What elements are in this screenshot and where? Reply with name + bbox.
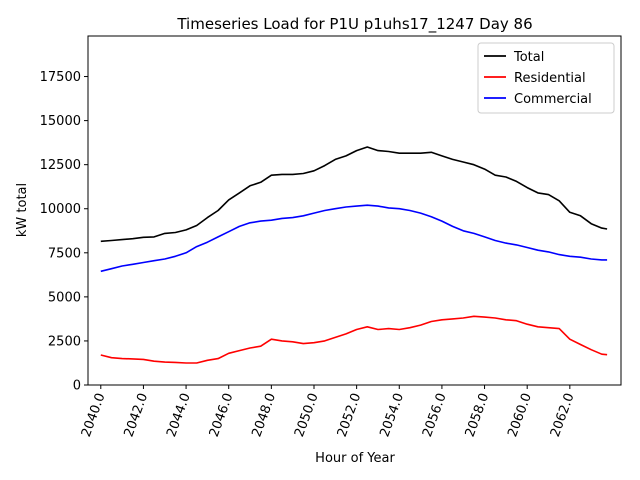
plot-frame — [87, 35, 622, 386]
series-layer — [100, 146, 608, 364]
series-line-commercial — [100, 204, 608, 273]
x-axis-label: Hour of Year — [315, 451, 395, 466]
plot-area — [87, 35, 622, 386]
legend: Total Residential Commercial — [477, 42, 615, 114]
y-axis-label: kW total — [15, 183, 30, 237]
y-tick-label: 12500 — [40, 158, 81, 173]
y-tick-label: 10000 — [40, 202, 81, 217]
series-line-residential — [100, 315, 608, 364]
y-axis: 0 2500 5000 7500 10000 12500 15000 17500 — [40, 70, 88, 394]
legend-box — [477, 42, 615, 114]
y-tick-label: 7500 — [48, 246, 81, 261]
chart-title: Timeseries Load for P1U p1uhs17_1247 Day… — [176, 15, 532, 34]
legend-label-residential: Residential — [514, 71, 586, 86]
y-tick-label: 17500 — [40, 70, 81, 85]
y-tick-label: 0 — [73, 379, 81, 394]
y-tick-label: 5000 — [48, 290, 81, 305]
series-line-total — [100, 146, 608, 243]
legend-label-total: Total — [513, 50, 544, 65]
y-tick-label: 2500 — [48, 334, 81, 349]
y-tick-label: 15000 — [40, 114, 81, 129]
legend-label-commercial: Commercial — [514, 92, 592, 107]
